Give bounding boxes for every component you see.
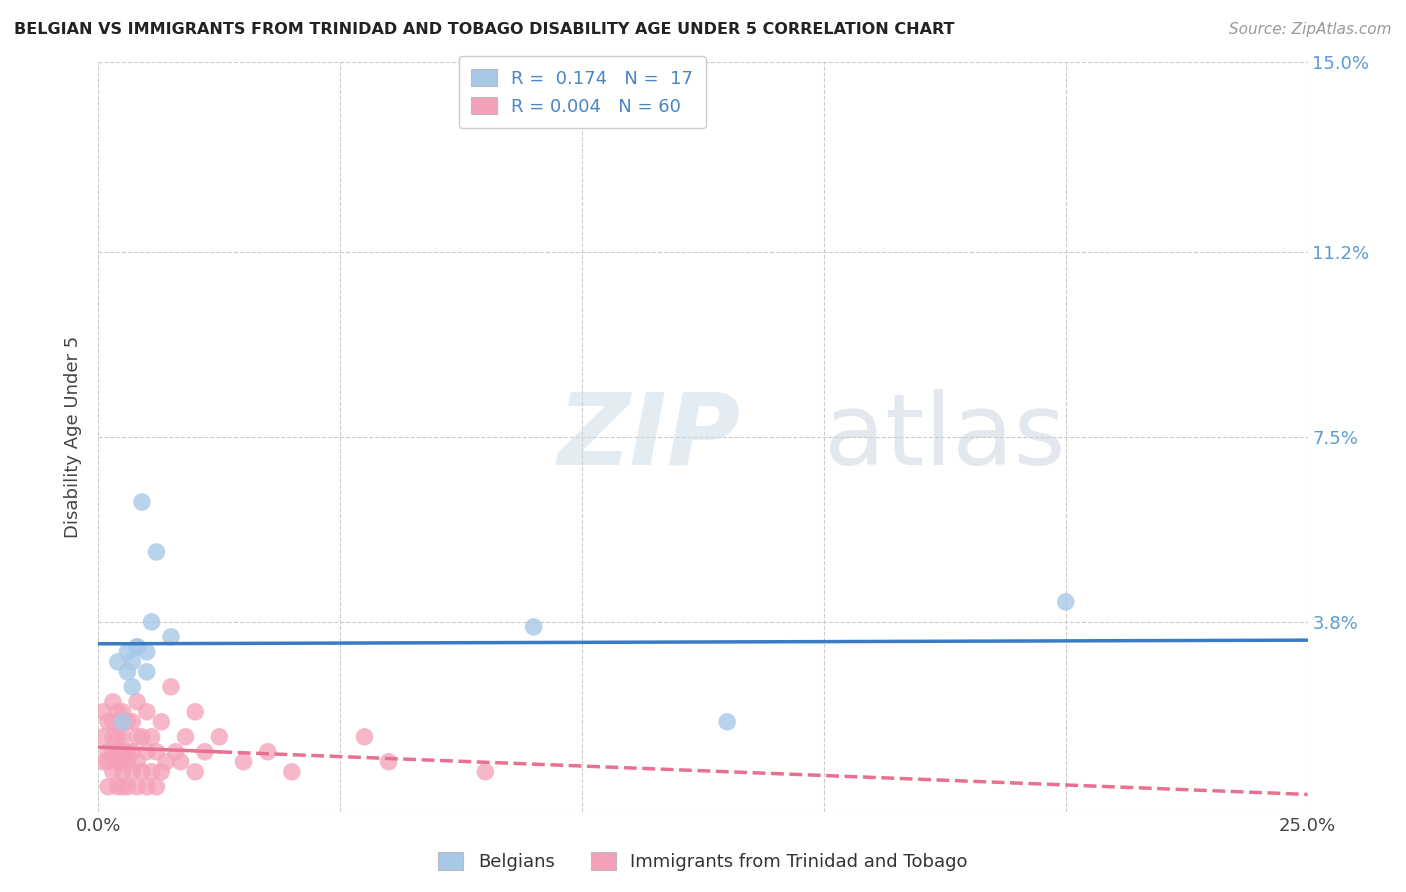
Point xyxy=(121,680,143,694)
Point xyxy=(97,745,120,759)
Point xyxy=(377,755,399,769)
Point xyxy=(101,730,124,744)
Point xyxy=(91,755,114,769)
Point xyxy=(135,665,157,679)
Point xyxy=(256,745,278,759)
Point xyxy=(160,630,183,644)
Point xyxy=(135,780,157,794)
Point xyxy=(91,730,114,744)
Point xyxy=(97,755,120,769)
Point xyxy=(127,640,149,654)
Point xyxy=(127,730,149,744)
Point xyxy=(127,780,149,794)
Point xyxy=(111,755,134,769)
Point xyxy=(91,705,114,719)
Point xyxy=(141,764,163,779)
Text: Source: ZipAtlas.com: Source: ZipAtlas.com xyxy=(1229,22,1392,37)
Point xyxy=(121,655,143,669)
Point xyxy=(117,665,139,679)
Point xyxy=(474,764,496,779)
Point xyxy=(194,745,217,759)
Point xyxy=(111,730,134,744)
Point xyxy=(141,730,163,744)
Point xyxy=(111,714,134,729)
Point xyxy=(107,755,129,769)
Point xyxy=(101,714,124,729)
Text: BELGIAN VS IMMIGRANTS FROM TRINIDAD AND TOBAGO DISABILITY AGE UNDER 5 CORRELATIO: BELGIAN VS IMMIGRANTS FROM TRINIDAD AND … xyxy=(14,22,955,37)
Point xyxy=(107,780,129,794)
Point xyxy=(353,730,375,744)
Point xyxy=(97,714,120,729)
Point xyxy=(160,680,183,694)
Point xyxy=(117,714,139,729)
Point xyxy=(117,780,139,794)
Point xyxy=(184,705,207,719)
Point xyxy=(155,755,177,769)
Point xyxy=(145,745,167,759)
Point xyxy=(281,764,304,779)
Point xyxy=(174,730,197,744)
Point xyxy=(127,640,149,654)
Legend: R =  0.174   N =  17, R = 0.004   N = 60: R = 0.174 N = 17, R = 0.004 N = 60 xyxy=(458,56,706,128)
Legend: Belgians, Immigrants from Trinidad and Tobago: Belgians, Immigrants from Trinidad and T… xyxy=(430,846,976,879)
Y-axis label: Disability Age Under 5: Disability Age Under 5 xyxy=(63,336,82,538)
Point xyxy=(165,745,187,759)
Point xyxy=(101,695,124,709)
Point xyxy=(150,764,173,779)
Point xyxy=(111,780,134,794)
Point xyxy=(121,745,143,759)
Point xyxy=(184,764,207,779)
Point xyxy=(135,645,157,659)
Point xyxy=(131,495,153,509)
Point xyxy=(107,745,129,759)
Point xyxy=(121,764,143,779)
Point xyxy=(121,714,143,729)
Point xyxy=(716,714,738,729)
Point xyxy=(127,755,149,769)
Point xyxy=(135,745,157,759)
Point xyxy=(135,705,157,719)
Point xyxy=(232,755,254,769)
Point xyxy=(131,764,153,779)
Point xyxy=(117,645,139,659)
Point xyxy=(111,705,134,719)
Text: ZIP: ZIP xyxy=(558,389,741,485)
Point xyxy=(111,745,134,759)
Point xyxy=(107,705,129,719)
Point xyxy=(101,764,124,779)
Point xyxy=(127,695,149,709)
Text: atlas: atlas xyxy=(824,389,1066,485)
Point xyxy=(107,730,129,744)
Point xyxy=(101,745,124,759)
Point xyxy=(1054,595,1077,609)
Point xyxy=(150,714,173,729)
Point xyxy=(141,615,163,629)
Point xyxy=(97,780,120,794)
Point xyxy=(111,764,134,779)
Point xyxy=(169,755,191,769)
Point xyxy=(145,545,167,559)
Point xyxy=(208,730,231,744)
Point xyxy=(117,755,139,769)
Point xyxy=(107,655,129,669)
Point xyxy=(117,745,139,759)
Point xyxy=(145,780,167,794)
Point xyxy=(523,620,546,634)
Point xyxy=(131,730,153,744)
